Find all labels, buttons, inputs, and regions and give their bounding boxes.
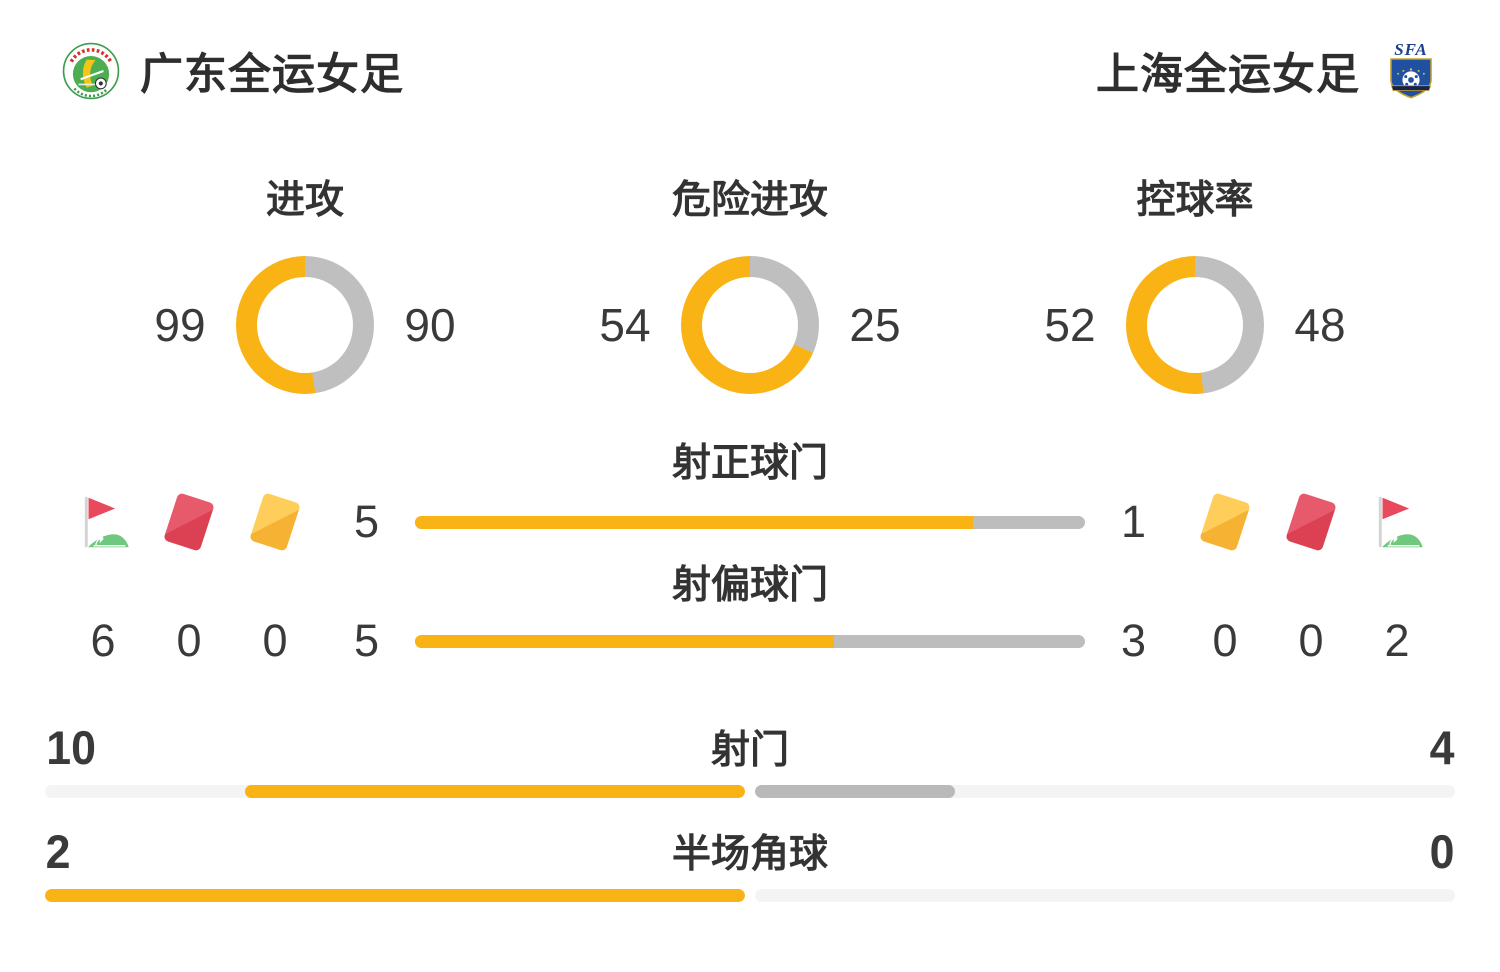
donut-title: 进攻 [265, 179, 344, 222]
half-corners-away: 0 [1429, 824, 1455, 878]
away-badge-text: SFA [1394, 40, 1428, 59]
shots-off-target-away: 3 [1120, 615, 1147, 666]
scoreboard-header: 广东全运女足 上海全运女足 SFA [62, 38, 1442, 104]
home-value: 99 [154, 299, 206, 351]
home-team-name: 广东全运女足 [140, 51, 404, 99]
donut-chart [1126, 256, 1264, 394]
home-yellow-cards-count: 0 [262, 615, 288, 666]
donut-attack: 进攻 99 90 [140, 176, 470, 394]
away-corners-count: 2 [1384, 615, 1410, 666]
shots-on-target-label: 射正球门 [671, 442, 828, 485]
corner-flag-icon [1378, 496, 1423, 548]
home-red-cards-count: 0 [176, 615, 202, 666]
shots-off-target-row: 6 0 0 5 3 0 0 2 [60, 612, 1440, 670]
bottom-bars-section: 10 射门 4 2 半场角球 0 [0, 718, 1500, 902]
total-shots-away: 4 [1429, 720, 1455, 774]
away-team-logo: SFA [1380, 40, 1442, 100]
home-value: 54 [599, 299, 651, 351]
total-shots-home: 10 [46, 720, 96, 774]
away-value: 48 [1294, 299, 1346, 351]
home-corners-count: 6 [90, 615, 116, 666]
donut-dangerous-attack: 危险进攻 54 25 [585, 176, 915, 394]
donut-chart [236, 256, 374, 394]
home-team-logo [62, 42, 120, 100]
red-card-icon [1285, 492, 1337, 552]
red-card-icon [163, 492, 215, 552]
away-badge-shield-icon [1390, 58, 1432, 99]
home-team[interactable]: 广东全运女足 [62, 40, 404, 102]
donut-chart [681, 256, 819, 394]
shots-off-target-home: 5 [353, 615, 380, 666]
shots-section: 射正球门 5 1 [0, 438, 1500, 670]
away-red-cards-count: 0 [1298, 615, 1324, 666]
total-shots-row: 10 射门 4 [45, 718, 1455, 798]
half-corners-home: 2 [45, 824, 71, 878]
away-yellow-cards-count: 0 [1212, 615, 1238, 666]
shots-off-target-bar [415, 634, 1085, 648]
shots-off-target-label: 射偏球门 [671, 564, 828, 607]
shots-on-target-bar [415, 515, 1085, 529]
away-team[interactable]: 上海全运女足 SFA [1096, 40, 1442, 102]
total-shots-label: 射门 [710, 729, 789, 772]
donut-title: 危险进攻 [671, 179, 828, 222]
yellow-card-icon [1199, 492, 1251, 552]
total-shots-bar [45, 785, 1455, 798]
shots-on-target-home: 5 [353, 496, 380, 547]
away-value: 90 [404, 299, 456, 351]
donut-title: 控球率 [1136, 179, 1254, 222]
away-value: 25 [849, 299, 901, 351]
half-corners-bar [45, 889, 1455, 902]
corner-flag-icon [84, 496, 129, 548]
away-team-name: 上海全运女足 [1096, 51, 1360, 99]
yellow-card-icon [249, 492, 301, 552]
donut-possession: 控球率 52 48 [1030, 176, 1360, 394]
shots-on-target-row: 5 1 [60, 490, 1440, 554]
home-value: 52 [1044, 299, 1096, 351]
half-corners-row: 2 半场角球 0 [45, 822, 1455, 902]
donut-charts: 进攻 99 90 危险进攻 54 25 控球率 52 48 [0, 176, 1500, 394]
half-corners-label: 半场角球 [671, 833, 828, 876]
shots-on-target-away: 1 [1120, 496, 1147, 547]
